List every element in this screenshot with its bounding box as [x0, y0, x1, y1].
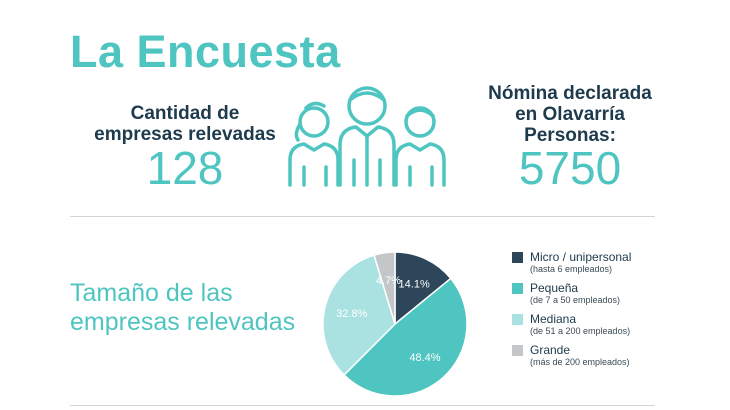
people-icon — [288, 86, 446, 187]
divider-bottom — [70, 405, 655, 406]
pie-chart: 14.1% 48.4% 32.8% 4.7% — [322, 251, 468, 397]
pie-slice-2 — [322, 254, 396, 376]
pie-slice-1 — [343, 277, 468, 397]
legend-swatch-1 — [512, 283, 523, 294]
legend-item-3: Grande (más de 200 empleados) — [512, 343, 712, 368]
payroll-label-line1: Nómina declarada — [488, 83, 652, 104]
pie-slice-0 — [394, 251, 452, 326]
pie-slice-3 — [373, 251, 396, 325]
payroll-label-line2: en Olavarría — [515, 104, 625, 125]
legend-title-0: Micro / unipersonal — [530, 250, 632, 264]
pie-label-0: 14.1% — [399, 279, 430, 291]
page-title: La Encuesta — [70, 26, 341, 77]
legend-item-0: Micro / unipersonal (hasta 6 empleados) — [512, 250, 712, 275]
legend-desc-2: (de 51 a 200 empleados) — [530, 326, 631, 336]
legend-swatch-3 — [512, 345, 523, 356]
legend-swatch-2 — [512, 314, 523, 325]
legend-item-2: Mediana (de 51 a 200 empleados) — [512, 312, 712, 337]
legend-desc-1: (de 7 a 50 empleados) — [530, 295, 621, 305]
companies-count-label: Cantidad de empresas relevadas — [70, 103, 300, 145]
payroll-value: 5750 — [518, 142, 622, 194]
chart-legend: Micro / unipersonal (hasta 6 empleados) Pe… — [512, 250, 712, 374]
companies-label-line1: Cantidad de — [130, 103, 240, 124]
section-title: Tamaño de las empresas relevadas — [70, 279, 295, 337]
companies-count-value: 128 — [146, 142, 224, 194]
pie-label-3: 4.7% — [376, 275, 401, 287]
legend-title-2: Mediana — [530, 312, 577, 326]
legend-item-1: Pequeña (de 7 a 50 empleados) — [512, 281, 712, 306]
legend-title-1: Pequeña — [530, 281, 579, 295]
legend-title-3: Grande — [530, 343, 571, 357]
legend-desc-0: (hasta 6 empleados) — [530, 264, 613, 274]
section-title-line1: Tamaño de las — [70, 279, 233, 307]
pie-label-1: 48.4% — [409, 352, 440, 364]
section-title-line2: empresas relevadas — [70, 308, 296, 336]
divider-top — [70, 216, 655, 217]
payroll-label-line3: Personas: — [524, 125, 616, 146]
companies-label-line2: empresas relevadas — [94, 124, 276, 145]
legend-desc-3: (más de 200 empleados) — [530, 357, 630, 367]
payroll-label: Nómina declarada en Olavarría Personas: — [460, 83, 680, 146]
pie-label-2: 32.8% — [336, 308, 367, 320]
legend-swatch-0 — [512, 252, 523, 263]
